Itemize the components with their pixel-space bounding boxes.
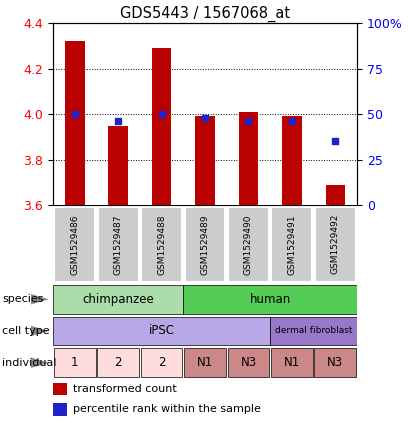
Bar (54, 349, 95, 377)
Point (245, 118, 252, 125)
Text: percentile rank within the sample: percentile rank within the sample (73, 404, 261, 414)
Bar (271, 207, 312, 282)
Bar (98, 207, 139, 282)
Text: GSM1529488: GSM1529488 (157, 214, 166, 275)
Bar (53, 382, 67, 396)
Polygon shape (31, 326, 49, 336)
Bar (315, 349, 356, 377)
Point (71, 111, 78, 118)
Text: GSM1529491: GSM1529491 (287, 214, 296, 275)
Bar (239, 112, 258, 205)
Bar (228, 207, 269, 282)
Bar (228, 349, 269, 377)
Text: individual: individual (2, 358, 57, 368)
Text: chimpanzee: chimpanzee (82, 293, 154, 306)
Text: N3: N3 (240, 356, 257, 369)
Point (288, 118, 295, 125)
Bar (53, 403, 67, 415)
Bar (53, 317, 270, 345)
Bar (184, 207, 226, 282)
Bar (271, 349, 313, 377)
Bar (109, 126, 128, 205)
Text: dermal fibroblast: dermal fibroblast (275, 327, 353, 335)
Bar (141, 207, 182, 282)
Text: GSM1529487: GSM1529487 (114, 214, 123, 275)
Bar (326, 185, 345, 205)
Text: 2: 2 (114, 356, 122, 369)
Point (202, 115, 208, 121)
Text: 1: 1 (71, 356, 78, 369)
Text: N3: N3 (327, 356, 344, 369)
Text: GSM1529492: GSM1529492 (331, 214, 340, 275)
Text: species: species (2, 294, 44, 304)
Bar (184, 349, 226, 377)
Bar (53, 285, 183, 313)
Bar (195, 116, 215, 205)
Bar (183, 285, 357, 313)
Bar (98, 349, 139, 377)
Text: GSM1529489: GSM1529489 (200, 214, 210, 275)
Bar (54, 207, 95, 282)
Bar (315, 207, 356, 282)
Text: GSM1529486: GSM1529486 (70, 214, 79, 275)
Bar (65, 41, 84, 205)
Bar (270, 317, 357, 345)
Polygon shape (31, 294, 49, 305)
Bar (152, 48, 171, 205)
Text: 2: 2 (158, 356, 165, 369)
Text: human: human (250, 293, 291, 306)
Text: GSM1529490: GSM1529490 (244, 214, 253, 275)
Text: cell type: cell type (2, 326, 50, 336)
Polygon shape (31, 357, 49, 368)
Bar (282, 116, 302, 205)
Text: iPSC: iPSC (149, 324, 175, 338)
Text: N1: N1 (284, 356, 300, 369)
Title: GDS5443 / 1567068_at: GDS5443 / 1567068_at (120, 5, 290, 22)
Text: N1: N1 (197, 356, 213, 369)
Point (158, 111, 165, 118)
Point (115, 118, 122, 125)
Point (332, 138, 339, 145)
Bar (141, 349, 182, 377)
Text: transformed count: transformed count (73, 384, 177, 394)
